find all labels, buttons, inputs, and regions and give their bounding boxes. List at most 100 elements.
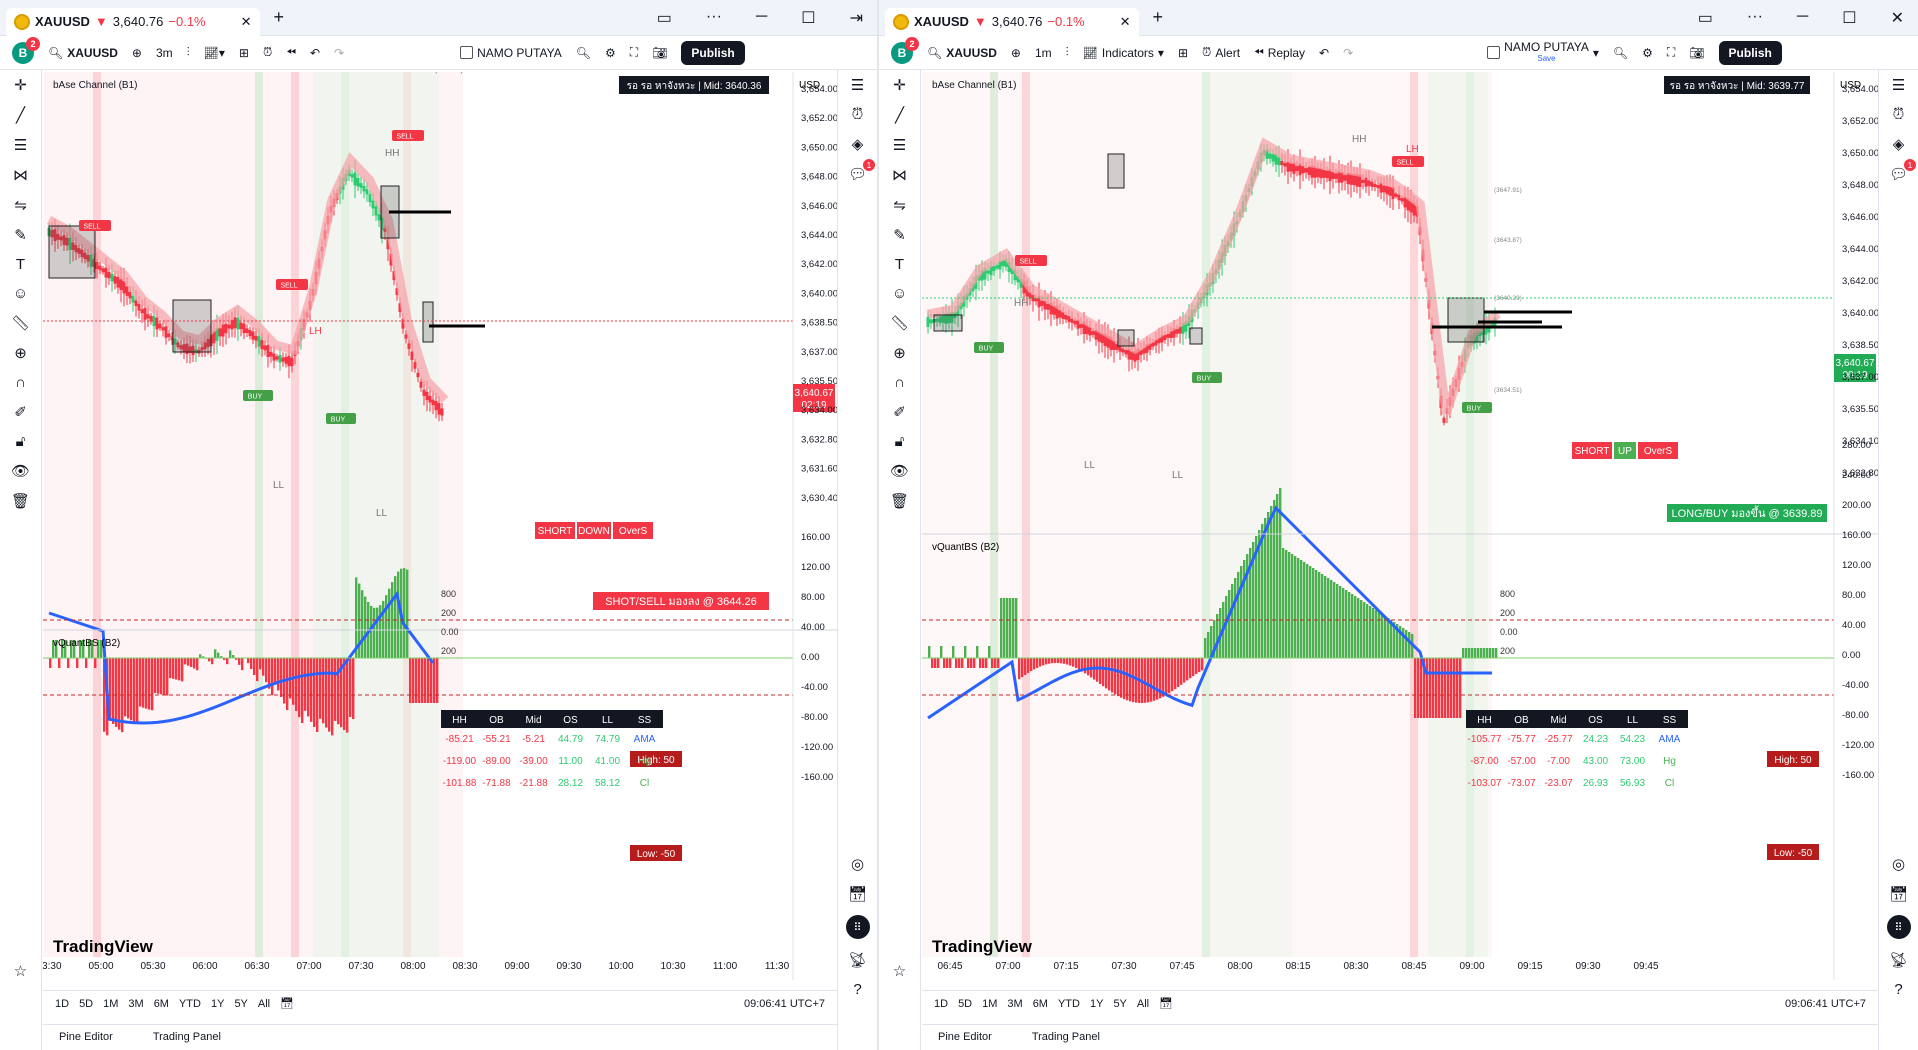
pine-editor-tab[interactable]: Pine Editor	[59, 1030, 113, 1043]
layout-icon[interactable]: ▭	[1697, 9, 1713, 27]
goto-date-icon[interactable]: 📅︎	[1159, 998, 1174, 1010]
more-icon[interactable]: ···	[705, 7, 722, 25]
redo-icon[interactable]: ↷	[334, 45, 345, 60]
brush-icon[interactable]: ✎	[893, 227, 906, 244]
goto-date-icon[interactable]: 📅︎	[280, 998, 295, 1010]
chart-area[interactable]: SELL SELL SELL BUY BUY (3648.17)(3641.93)(363…	[43, 72, 837, 994]
range-all[interactable]: All	[1136, 997, 1150, 1010]
chat-icon[interactable]: 💬︎ 1	[848, 159, 876, 183]
forecast-icon[interactable]: ⇋	[893, 197, 906, 214]
target-icon[interactable]: ◎	[1891, 856, 1906, 873]
lock-icon[interactable]: 🔓︎	[894, 433, 905, 450]
brush-icon[interactable]: ✎	[14, 227, 27, 244]
emoji-icon[interactable]: ☺	[12, 285, 29, 302]
stream-icon[interactable]: 📡︎	[1888, 952, 1909, 969]
watchlist-star-icon[interactable]: ☆	[892, 963, 907, 980]
trendline-icon[interactable]: ╱	[15, 107, 26, 124]
chart-area[interactable]: SELLSELLBUYBUYBUY(3647.91)(3643.87)(3640…	[922, 72, 1878, 994]
maximize-icon[interactable]: ☐	[801, 9, 816, 27]
quick-search-icon[interactable]: 🔍︎	[1612, 45, 1629, 60]
calendar-icon[interactable]: 📅︎	[847, 886, 868, 903]
clock[interactable]: 09:06:41 UTC+7	[1784, 997, 1866, 1010]
calendar-icon[interactable]: 📅︎	[1888, 886, 1909, 903]
settings-icon[interactable]: ⚙	[605, 45, 616, 60]
browser-tab[interactable]: XAUUSD ▼ 3,640.76 −0.1% ✕	[6, 7, 260, 36]
range-5y[interactable]: 5Y	[234, 997, 248, 1010]
help-icon[interactable]: ?	[853, 981, 862, 998]
range-1d[interactable]: 1D	[934, 997, 949, 1010]
trash-icon[interactable]: 🗑︎	[889, 493, 910, 510]
range-6m[interactable]: 6M	[153, 997, 169, 1010]
close-tab-icon[interactable]: ✕	[240, 13, 252, 29]
fib-icon[interactable]: ☰	[892, 137, 907, 154]
pine-editor-tab[interactable]: Pine Editor	[938, 1030, 992, 1043]
currency-label[interactable]: USD	[1840, 80, 1861, 91]
interval-button[interactable]: 1m	[1034, 45, 1052, 60]
undo-icon[interactable]: ↶	[309, 45, 321, 60]
apps-icon[interactable]: ⠿	[845, 915, 870, 939]
replay-icon[interactable]: ⏪︎	[286, 45, 296, 59]
trendline-icon[interactable]: ╱	[894, 107, 905, 124]
alerts-icon[interactable]: ⏰︎	[1892, 106, 1905, 123]
replay-button[interactable]: ⏪︎ Replay	[1254, 45, 1306, 60]
ruler-icon[interactable]: 📏︎	[10, 315, 31, 332]
fullscreen-icon[interactable]: ⛶	[629, 45, 639, 59]
text-icon[interactable]: T	[894, 256, 905, 273]
fib-icon[interactable]: ☰	[13, 137, 28, 154]
magnet-icon[interactable]: ∩	[15, 374, 26, 391]
magnet-icon[interactable]: ∩	[894, 374, 905, 391]
minimize-icon[interactable]: ─	[1796, 7, 1809, 25]
alert-button[interactable]: ⏰︎ Alert	[1202, 45, 1241, 60]
indicators-icon[interactable]: 📈︎▾	[203, 45, 225, 60]
clock[interactable]: 09:06:41 UTC+7	[743, 997, 825, 1010]
layout-name[interactable]: NAMO PUTAYA Save ▾	[1487, 41, 1599, 64]
eye-icon[interactable]: 👁︎	[889, 463, 910, 480]
lock-drawing-icon[interactable]: ✐	[893, 404, 906, 421]
layers-icon[interactable]: ◈	[851, 136, 864, 153]
watchlist-icon[interactable]: ☰	[1891, 77, 1906, 94]
publish-button[interactable]: Publish	[1718, 40, 1782, 65]
watchlist-star-icon[interactable]: ☆	[13, 963, 28, 980]
browser-tab[interactable]: XAUUSD ▼ 3,640.76 −0.1% ✕	[885, 7, 1139, 36]
trading-panel-tab[interactable]: Trading Panel	[1031, 1030, 1100, 1043]
quick-search-icon[interactable]: 🔍︎	[575, 45, 592, 60]
compare-icon[interactable]: ⊕	[1010, 45, 1021, 60]
range-1d[interactable]: 1D	[55, 997, 70, 1010]
undo-icon[interactable]: ↶	[1319, 45, 1330, 60]
close-tab-icon[interactable]: ✕	[1119, 13, 1131, 29]
eye-icon[interactable]: 👁︎	[10, 463, 31, 480]
indicators-button[interactable]: 📈︎ Indicators ▾	[1082, 45, 1164, 60]
layers-icon[interactable]: ◈	[1892, 136, 1905, 153]
range-ytd[interactable]: YTD	[1057, 997, 1080, 1010]
range-6m[interactable]: 6M	[1032, 997, 1048, 1010]
chat-icon[interactable]: 💬︎ 1	[1889, 159, 1917, 183]
pattern-icon[interactable]: ⋈	[892, 167, 907, 184]
ruler-icon[interactable]: 📏︎	[889, 315, 910, 332]
range-ytd[interactable]: YTD	[178, 997, 201, 1010]
symbol-search[interactable]: 🔍︎ XAUUSD	[927, 45, 997, 60]
layout-name[interactable]: NAMO PUTAYA	[460, 46, 562, 60]
symbol-search[interactable]: 🔍︎ XAUUSD	[48, 45, 118, 60]
range-5d[interactable]: 5D	[958, 997, 973, 1010]
stream-icon[interactable]: 📡︎	[847, 952, 868, 969]
redo-icon[interactable]: ↷	[1343, 45, 1354, 60]
snapshot-icon[interactable]: 📷︎	[1689, 45, 1705, 60]
range-all[interactable]: All	[257, 997, 271, 1010]
compare-icon[interactable]: ⊕	[131, 45, 142, 60]
pattern-icon[interactable]: ⋈	[13, 167, 28, 184]
layout-icon[interactable]: ▭	[656, 9, 672, 27]
emoji-icon[interactable]: ☺	[891, 285, 908, 302]
lock-drawing-icon[interactable]: ✐	[14, 404, 27, 421]
help-icon[interactable]: ?	[1894, 981, 1903, 998]
more-icon[interactable]: ···	[1746, 7, 1763, 25]
range-5y[interactable]: 5Y	[1113, 997, 1127, 1010]
lock-icon[interactable]: 🔓︎	[15, 433, 26, 450]
bar-style-icon[interactable]: ⫶	[186, 45, 190, 59]
bar-style-icon[interactable]: ⫶	[1065, 45, 1069, 59]
exit-icon[interactable]: ⇥	[849, 9, 863, 27]
watchlist-icon[interactable]: ☰	[850, 77, 865, 94]
zoom-icon[interactable]: ⊕	[14, 345, 27, 362]
close-window-icon[interactable]: ✕	[1890, 9, 1904, 27]
